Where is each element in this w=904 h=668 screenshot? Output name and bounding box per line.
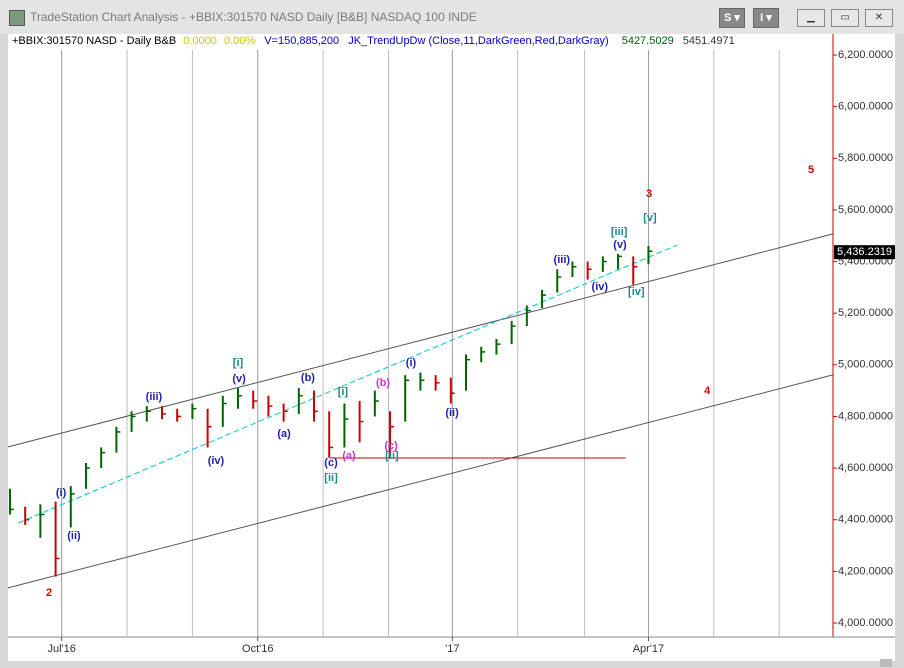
wave-label: (a): [342, 450, 356, 462]
y-tick-label: 4,200.0000: [838, 565, 893, 577]
wave-label: [iv]: [628, 286, 645, 298]
window-title: TradeStation Chart Analysis - +BBIX:3015…: [30, 10, 477, 24]
i-menu-button[interactable]: I ▾: [753, 8, 779, 28]
wave-label: [i]: [338, 386, 349, 398]
trend-line: [17, 244, 678, 524]
wave-label: [v]: [643, 212, 657, 224]
indicator: JK_TrendUpDw (Close,11,DarkGreen,Red,Dar…: [348, 35, 608, 47]
s-menu-button[interactable]: S ▾: [719, 8, 745, 28]
x-tick-label: '17: [445, 643, 459, 655]
wave-label: [ii]: [385, 450, 399, 462]
minimize-button[interactable]: ▁: [797, 9, 825, 27]
wave-label: (ii): [67, 530, 81, 542]
trend-line: [7, 233, 834, 448]
y-tick-label: 4,000.0000: [838, 617, 893, 629]
header: +BBIX:301570 NASD - Daily B&B 0.0000 0.0…: [12, 35, 735, 47]
change-pct: 0.00%: [224, 35, 255, 47]
wave-label: (iv): [208, 455, 225, 467]
indicator-value: 5427.5029: [622, 35, 674, 47]
y-tick-label: 6,000.0000: [838, 101, 893, 113]
wave-label: (iii): [146, 391, 163, 403]
x-tick-label: Jul'16: [47, 643, 75, 655]
y-tick-label: 5,800.0000: [838, 152, 893, 164]
wave-label: 4: [704, 385, 711, 397]
restore-button[interactable]: ▭: [831, 9, 859, 27]
y-tick-label: 4,600.0000: [838, 462, 893, 474]
change: 0.0000: [183, 35, 217, 47]
wave-label: [ii]: [324, 472, 338, 484]
volume: V=150,885,200: [264, 35, 339, 47]
wave-label: 3: [646, 188, 652, 200]
wave-label: [iii]: [611, 226, 628, 238]
wave-label: (v): [613, 239, 627, 251]
y-tick-label: 4,400.0000: [838, 514, 893, 526]
close-button[interactable]: ✕: [865, 9, 893, 27]
symbol: +BBIX:301570 NASD - Daily B&B: [12, 35, 176, 47]
wave-label: (a): [277, 428, 291, 440]
x-tick-label: Apr'17: [633, 643, 664, 655]
chart-area: [8, 34, 895, 661]
x-tick-label: Oct'16: [242, 643, 273, 655]
wave-label: (iv): [592, 281, 609, 293]
y-tick-label: 5,200.0000: [838, 307, 893, 319]
wave-label: 2: [46, 587, 52, 599]
wave-label: (ii): [445, 407, 459, 419]
trend-line: [7, 374, 834, 589]
wave-label: (iii): [554, 254, 571, 266]
wave-label: (b): [301, 372, 315, 384]
wave-label: (c): [384, 440, 398, 452]
y-tick-label: 5,600.0000: [838, 204, 893, 216]
y-tick-label: 6,200.0000: [838, 49, 893, 61]
last-price-label: 5,436.2319: [837, 246, 892, 258]
wave-label: (v): [232, 373, 246, 385]
wave-label: 5: [808, 164, 814, 176]
chart: +BBIX:301570 NASD - Daily B&B 0.0000 0.0…: [0, 34, 904, 668]
resize-grip[interactable]: [880, 659, 892, 667]
wave-label: [i]: [233, 357, 244, 369]
wave-label: (i): [406, 357, 417, 369]
app-icon: [9, 10, 25, 26]
y-tick-label: 4,800.0000: [838, 410, 893, 422]
wave-label: (i): [56, 487, 67, 499]
last-price-box: [834, 245, 895, 260]
y-tick-label: 5,000.0000: [838, 359, 893, 371]
indicator-value: 5451.4971: [683, 35, 735, 47]
title-bar: TradeStation Chart Analysis - +BBIX:3015…: [0, 0, 904, 34]
wave-label: (c): [324, 457, 338, 469]
wave-label: (b): [376, 377, 390, 389]
